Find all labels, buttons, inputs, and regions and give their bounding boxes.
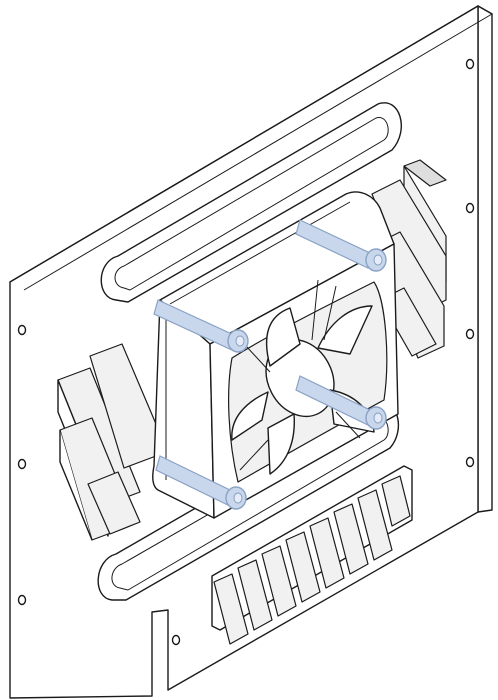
bottom-vent-6 — [333, 503, 369, 575]
bottom-vent-5 — [309, 517, 345, 589]
screw-top-left — [153, 299, 249, 353]
bottom-vent-8 — [381, 475, 411, 527]
plate-right-edge — [477, 5, 493, 513]
hole-right-3 — [465, 456, 475, 468]
hole-left-2 — [17, 458, 27, 470]
vent-left-3-side — [59, 430, 93, 541]
hole-right-2 — [465, 328, 475, 340]
vent-right-top-cap — [403, 159, 447, 187]
fan-blade-edges — [239, 279, 361, 471]
screws — [153, 219, 387, 510]
screw-socket — [233, 492, 243, 504]
hole-right-1 — [465, 202, 475, 214]
vent-left-4 — [87, 471, 141, 535]
fan-top-face — [159, 191, 395, 345]
screw-top-right — [295, 219, 387, 272]
screw-mid-right — [295, 375, 387, 430]
fan-blade-5 — [231, 391, 269, 441]
left-vents — [57, 343, 157, 541]
screw-socket — [373, 254, 383, 266]
top-slot-inner — [114, 117, 389, 291]
hole-left-1 — [17, 324, 27, 336]
bottom-vent-4 — [285, 531, 321, 603]
plate-inner-edge — [23, 13, 493, 291]
bottom-vent-2 — [237, 559, 273, 631]
fan-blade-4 — [267, 413, 295, 475]
hole-top-right — [465, 58, 475, 70]
hole-tab — [171, 634, 181, 646]
bottom-vent-1 — [213, 573, 249, 645]
bottom-vent-3 — [261, 545, 297, 617]
screw-shaft — [295, 219, 373, 269]
top-slot — [100, 102, 402, 303]
bottom-vents — [211, 465, 413, 645]
top-slot-outer — [100, 102, 402, 303]
fan-top-edge-line — [169, 201, 351, 305]
mounting-holes — [17, 58, 475, 646]
bottom-vent-7 — [357, 489, 393, 561]
fan-blade-1 — [266, 307, 301, 367]
fan-blade-2 — [317, 305, 373, 355]
hole-left-3 — [17, 594, 27, 606]
screw-bottom-left — [155, 455, 247, 510]
screw-socket — [373, 412, 383, 424]
screw-socket — [235, 335, 245, 347]
